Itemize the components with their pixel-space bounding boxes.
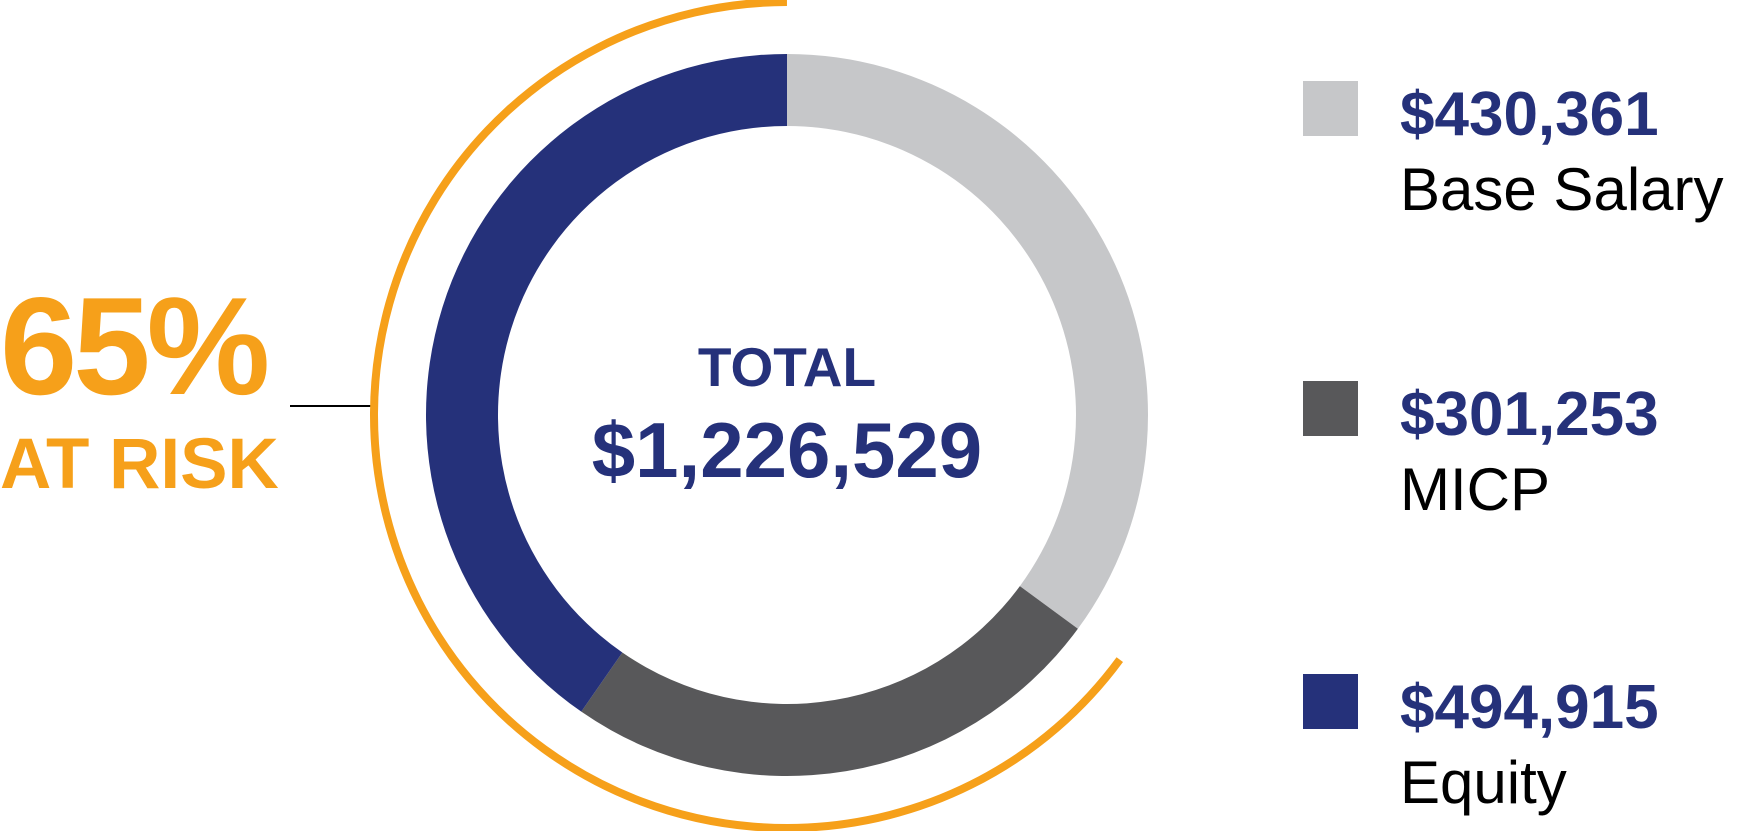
- donut-segment: [787, 54, 1148, 629]
- legend-value: $301,253: [1400, 380, 1659, 449]
- legend-label: MICP: [1400, 456, 1550, 523]
- legend-value: $494,915: [1400, 673, 1659, 742]
- legend-swatch: [1303, 674, 1358, 729]
- legend-swatch: [1303, 81, 1358, 136]
- legend-value: $430,361: [1400, 80, 1659, 149]
- risk-label: AT RISK: [0, 425, 279, 504]
- legend-label: Equity: [1400, 749, 1567, 816]
- legend-swatch: [1303, 381, 1358, 436]
- donut-segment: [426, 54, 787, 712]
- legend-label: Base Salary: [1400, 156, 1724, 223]
- donut-segment: [581, 586, 1078, 776]
- at-risk-arc: [370, 0, 1123, 831]
- center-title: TOTAL: [698, 336, 876, 398]
- risk-percent: 65%: [0, 269, 267, 424]
- center-value: $1,226,529: [592, 406, 982, 494]
